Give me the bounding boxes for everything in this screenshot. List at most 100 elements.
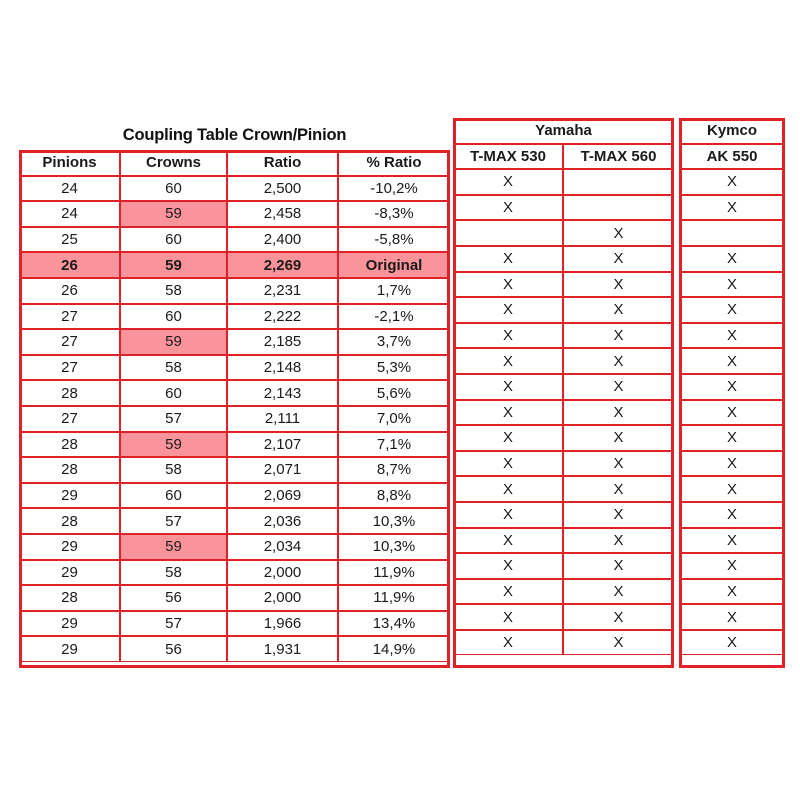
cell-tmax-530-mark: X bbox=[453, 297, 563, 323]
table-row: X bbox=[679, 194, 785, 221]
cell-pct-ratio: 7,1% bbox=[338, 431, 450, 458]
cell-ratio: 2,071 bbox=[227, 457, 338, 483]
table-row: 27 58 2,148 5,3% bbox=[19, 354, 450, 381]
cell-pct-ratio: -8,3% bbox=[338, 201, 450, 227]
table-row: 28 58 2,071 8,7% bbox=[19, 457, 450, 483]
cell-tmax-530-mark: X bbox=[453, 553, 563, 579]
cell-tmax-560-mark: X bbox=[563, 450, 674, 477]
cell-ratio: 2,111 bbox=[227, 405, 338, 432]
cell-crowns: 58 bbox=[120, 354, 227, 381]
cell-ak-550-mark: X bbox=[679, 194, 785, 221]
cell-tmax-530-mark: X bbox=[453, 629, 563, 656]
cell-pinions: 27 bbox=[19, 405, 120, 432]
table-row: X bbox=[453, 194, 674, 221]
cell-tmax-560-mark bbox=[563, 169, 674, 195]
cell-pct-ratio: 5,3% bbox=[338, 354, 450, 381]
cell-tmax-530-mark: X bbox=[453, 425, 563, 451]
cell-ratio: 1,931 bbox=[227, 636, 338, 662]
column-header-ratio: Ratio bbox=[227, 150, 338, 176]
cell-crowns: 58 bbox=[120, 457, 227, 483]
table-row: 27 59 2,185 3,7% bbox=[19, 329, 450, 355]
table-row: X bbox=[679, 373, 785, 400]
cell-ratio: 2,143 bbox=[227, 380, 338, 406]
cell-ratio: 2,000 bbox=[227, 559, 338, 586]
table-row: 24 60 2,500 -10,2% bbox=[19, 175, 450, 202]
cell-tmax-530-mark: X bbox=[453, 322, 563, 349]
cell-crowns: 56 bbox=[120, 636, 227, 662]
cell-crowns: 59 bbox=[120, 329, 227, 355]
coupling-ratio-table: Pinions Crowns Ratio % Ratio 24 60 2,500 -1… bbox=[19, 150, 450, 662]
table-row: 27 57 2,111 7,0% bbox=[19, 405, 450, 432]
cell-ratio: 2,269 bbox=[227, 252, 338, 278]
table-row: 24 59 2,458 -8,3% bbox=[19, 201, 450, 227]
cell-ratio: 2,500 bbox=[227, 175, 338, 202]
cell-tmax-560-mark: X bbox=[563, 604, 674, 630]
cell-ak-550-mark: X bbox=[679, 476, 785, 502]
cell-ratio: 2,036 bbox=[227, 508, 338, 534]
table-row: X bbox=[679, 578, 785, 605]
table-row: X bbox=[679, 553, 785, 579]
table-row: X bbox=[453, 220, 674, 246]
cell-pct-ratio: 11,9% bbox=[338, 585, 450, 611]
table-row: 27 60 2,222 -2,1% bbox=[19, 303, 450, 330]
table-row: X bbox=[679, 245, 785, 272]
cell-tmax-530-mark: X bbox=[453, 476, 563, 502]
cell-tmax-560-mark: X bbox=[563, 373, 674, 400]
cell-tmax-530-mark: X bbox=[453, 527, 563, 554]
cell-ratio: 2,231 bbox=[227, 277, 338, 304]
table-row: X bbox=[679, 604, 785, 630]
model-header-ak-550: AK 550 bbox=[679, 143, 785, 170]
left-table-header-row: Pinions Crowns Ratio % Ratio bbox=[19, 150, 450, 176]
cell-pinions: 25 bbox=[19, 226, 120, 253]
cell-tmax-530-mark: X bbox=[453, 169, 563, 195]
cell-ak-550-mark: X bbox=[679, 450, 785, 477]
table-row: X bbox=[679, 297, 785, 323]
cell-pinions: 28 bbox=[19, 508, 120, 534]
cell-tmax-560-mark bbox=[563, 194, 674, 221]
cell-tmax-530-mark: X bbox=[453, 271, 563, 298]
cell-pinions: 28 bbox=[19, 431, 120, 458]
cell-ak-550-mark: X bbox=[679, 348, 785, 374]
kymco-brand-row: Kymco bbox=[679, 118, 785, 144]
cell-crowns: 60 bbox=[120, 482, 227, 509]
cell-pct-ratio: 11,9% bbox=[338, 559, 450, 586]
cell-ak-550-mark: X bbox=[679, 604, 785, 630]
table-row: X bbox=[679, 501, 785, 528]
cell-pct-ratio: -10,2% bbox=[338, 175, 450, 202]
table-row: X bbox=[453, 169, 674, 195]
cell-ratio: 2,222 bbox=[227, 303, 338, 330]
cell-ak-550-mark: X bbox=[679, 399, 785, 426]
cell-ratio: 2,400 bbox=[227, 226, 338, 253]
cell-crowns: 58 bbox=[120, 559, 227, 586]
cell-tmax-530-mark: X bbox=[453, 578, 563, 605]
table-row: 29 59 2,034 10,3% bbox=[19, 533, 450, 560]
cell-pct-ratio: 1,7% bbox=[338, 277, 450, 304]
table-row: X bbox=[679, 399, 785, 426]
cell-ratio: 2,034 bbox=[227, 533, 338, 560]
brand-header-kymco: Kymco bbox=[679, 118, 785, 144]
cell-ak-550-mark: X bbox=[679, 245, 785, 272]
cell-pinions: 29 bbox=[19, 482, 120, 509]
table-row: 29 60 2,069 8,8% bbox=[19, 482, 450, 509]
cell-pinions: 28 bbox=[19, 380, 120, 406]
cell-tmax-530-mark: X bbox=[453, 604, 563, 630]
cell-tmax-530-mark: X bbox=[453, 348, 563, 374]
cell-ak-550-mark: X bbox=[679, 169, 785, 195]
cell-ak-550-mark: X bbox=[679, 629, 785, 656]
cell-crowns: 59 bbox=[120, 431, 227, 458]
column-header-crowns: Crowns bbox=[120, 150, 227, 176]
table-row: 26 59 2,269 Original bbox=[19, 252, 450, 278]
table-row: X bbox=[679, 527, 785, 554]
table-row: 29 58 2,000 11,9% bbox=[19, 559, 450, 586]
cell-ak-550-mark: X bbox=[679, 578, 785, 605]
column-header-pinions: Pinions bbox=[19, 150, 120, 176]
cell-ak-550-mark: X bbox=[679, 527, 785, 554]
table-row: X bbox=[679, 476, 785, 502]
cell-pinions: 26 bbox=[19, 277, 120, 304]
